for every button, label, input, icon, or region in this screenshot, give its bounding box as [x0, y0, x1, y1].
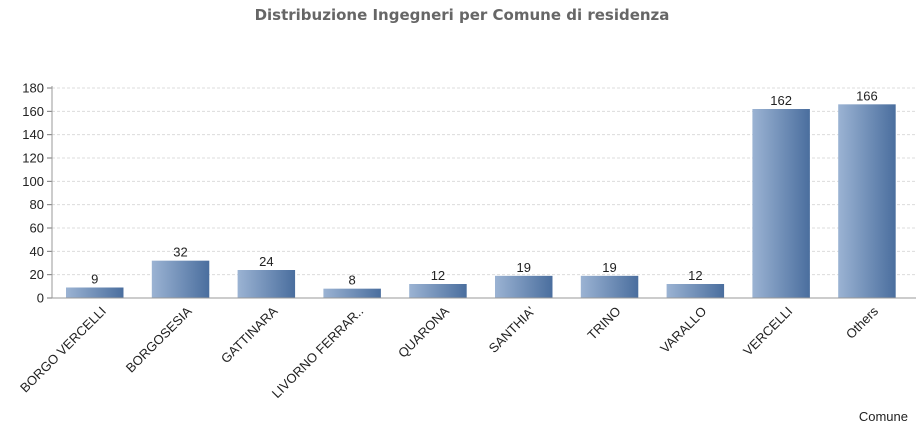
- bar: [237, 270, 296, 298]
- y-tick-label: 180: [22, 81, 44, 96]
- bar: [752, 109, 810, 298]
- data-label: 32: [173, 245, 187, 260]
- y-tick-label: 160: [22, 104, 44, 119]
- x-tick-label: BORGOSESIA: [123, 303, 195, 375]
- bar: [580, 275, 639, 298]
- x-axis: BORGO VERCELLI BORGOSESIA GATTINARALIVORNO…: [17, 297, 916, 401]
- y-tick-label: 120: [22, 151, 44, 166]
- data-label: 8: [349, 273, 356, 288]
- data-label: 19: [602, 260, 616, 275]
- x-tick-label: TRINO: [584, 304, 623, 343]
- y-tick-label: 20: [30, 267, 44, 282]
- x-tick-label: QUARONA: [395, 303, 452, 360]
- data-label: 12: [431, 268, 445, 283]
- data-label: 166: [856, 88, 878, 103]
- data-label: 162: [770, 93, 792, 108]
- data-label: 9: [91, 272, 98, 287]
- x-tick-label: Others: [843, 303, 882, 342]
- bar: [151, 260, 210, 298]
- x-axis-title: Comune: [858, 409, 908, 424]
- bar: [838, 104, 896, 298]
- data-label: 24: [259, 254, 273, 269]
- x-tick-label: GATTINARA: [218, 303, 281, 366]
- x-tick-label: LIVORNO FERRAR..: [269, 304, 366, 401]
- y-tick-label: 60: [30, 221, 44, 236]
- bar: [409, 284, 467, 298]
- y-tick-label: 100: [22, 174, 44, 189]
- x-tick-label: VERCELLI: [740, 304, 795, 359]
- x-tick-label: BORGO VERCELLI: [17, 304, 109, 396]
- y-axis: 0 20 40 60 80 100 120 140 160 180: [22, 81, 53, 306]
- data-labels: 9 32 24 8 12 19 19 12 162 166: [91, 88, 878, 287]
- bar: [66, 287, 124, 298]
- y-tick-label: 140: [22, 127, 44, 142]
- bars: [66, 104, 896, 298]
- y-tick-label: 0: [37, 291, 44, 306]
- data-label: 19: [517, 260, 531, 275]
- bar: [666, 284, 725, 298]
- y-tick-label: 40: [30, 244, 44, 259]
- y-tick-label: 80: [30, 197, 44, 212]
- chart-title: Distribuzione Ingegneri per Comune di re…: [254, 6, 670, 24]
- x-tick-label: VARALLO: [657, 304, 709, 356]
- bar: [495, 275, 553, 298]
- x-tick-label: SANTHIA': [486, 304, 538, 356]
- bar: [323, 288, 381, 298]
- data-label: 12: [688, 268, 702, 283]
